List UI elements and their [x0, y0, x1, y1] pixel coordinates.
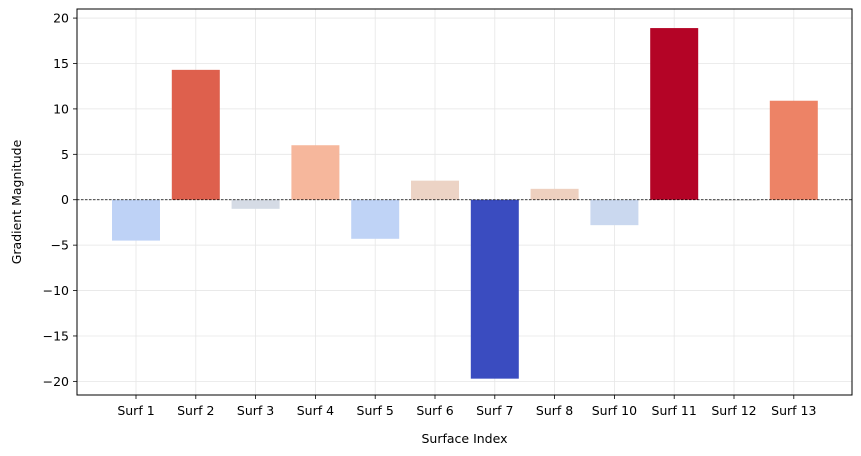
- y-axis-title: Gradient Magnitude: [9, 139, 24, 264]
- plot-area-frame: [76, 8, 853, 396]
- bar-surf-3: [231, 199, 280, 209]
- bar-surf-8: [530, 188, 579, 200]
- y-tick-label: 15: [53, 56, 69, 71]
- y-tick-label: −10: [43, 283, 69, 298]
- x-tick-label: Surf 11: [652, 403, 697, 418]
- x-tick-label: Surf 1: [117, 403, 154, 418]
- x-tick-label: Surf 13: [771, 403, 816, 418]
- y-tick-label: −15: [43, 328, 69, 343]
- y-tick-label: 0: [61, 192, 69, 207]
- x-axis: Surf 1 Surf 2 Surf 3 Surf 4 Surf 5 Surf 6 Surf…: [117, 395, 816, 418]
- x-tick-label: Surf 2: [177, 403, 214, 418]
- bars: [112, 28, 818, 379]
- bar-surf-10: [590, 199, 639, 226]
- bar-surf-6: [411, 180, 459, 200]
- x-tick-label: Surf 6: [416, 403, 453, 418]
- y-tick-label: −20: [43, 374, 69, 389]
- bar-surf-4: [291, 145, 340, 200]
- x-tick-label: Surf 8: [536, 403, 573, 418]
- y-tick-label: 5: [61, 147, 69, 162]
- x-axis-title: Surface Index: [421, 431, 507, 446]
- x-tick-label: Surf 10: [592, 403, 637, 418]
- y-tick-label: 10: [53, 101, 69, 116]
- x-tick-label: Surf 3: [237, 403, 274, 418]
- bar-surf-7: [470, 199, 519, 379]
- bar-surf-5: [351, 199, 400, 239]
- bar-surf-13: [769, 100, 818, 200]
- y-tick-label: −5: [51, 238, 69, 253]
- bar-surf-2: [171, 69, 220, 200]
- x-tick-label: Surf 4: [297, 403, 334, 418]
- x-tick-label: Surf 7: [476, 403, 513, 418]
- x-tick-label: Surf 5: [357, 403, 394, 418]
- x-tick-label: Surf 12: [711, 403, 756, 418]
- bar-surf-12: [710, 199, 758, 201]
- grid-lines: [77, 9, 852, 395]
- y-tick-label: 20: [53, 11, 69, 26]
- y-axis: −20 −15 −10 −5 0 5 10 15 20: [43, 11, 77, 389]
- bar-surf-1: [112, 199, 160, 241]
- bar-surf-11: [650, 28, 699, 200]
